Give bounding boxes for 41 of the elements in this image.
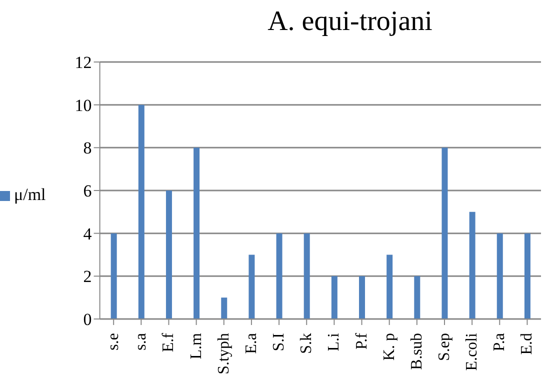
- bar: [138, 104, 144, 319]
- y-tick-label: 2: [83, 267, 92, 286]
- x-tick-label: L.m: [188, 332, 205, 360]
- bar: [221, 298, 228, 319]
- y-tick-label: 6: [83, 182, 92, 201]
- x-tick-label: E.f: [160, 332, 178, 352]
- y-tick-label: 4: [83, 224, 92, 244]
- bar: [414, 276, 420, 319]
- bar: [496, 233, 503, 319]
- x-tick-label: L.i: [326, 332, 343, 352]
- chart-title: A. equi-trojani: [266, 6, 434, 38]
- bar: [524, 233, 530, 319]
- y-tick-label: 0: [83, 310, 92, 330]
- x-tick-label: S.ep: [436, 333, 453, 361]
- bar: [276, 233, 282, 319]
- x-tick-label: E.d: [518, 333, 536, 355]
- bar: [359, 276, 366, 319]
- bar: [386, 254, 393, 319]
- bar: [166, 190, 172, 319]
- x-tick-label: B.sub: [408, 333, 426, 370]
- bar: [469, 212, 476, 319]
- x-tick-label: S.I: [270, 333, 288, 352]
- bar: [248, 254, 255, 319]
- x-tick-label: E.a: [242, 333, 260, 354]
- bar: [442, 148, 448, 319]
- y-tick-label: 8: [83, 138, 92, 158]
- bar: [194, 148, 200, 319]
- y-tick-label: 12: [74, 53, 92, 72]
- x-tick-label: P.a: [491, 333, 508, 352]
- x-tick-label: E.coli: [464, 332, 481, 371]
- x-tick-label: S.typh: [215, 333, 232, 374]
- x-tick-label: s.e: [105, 333, 122, 350]
- bar: [304, 233, 310, 319]
- x-tick-label: P.f: [353, 332, 370, 350]
- x-tick-label: S.k: [298, 333, 316, 354]
- bar: [331, 276, 338, 319]
- x-tick-label: s.a: [132, 333, 150, 350]
- legend-label: μ/ml: [14, 184, 46, 204]
- x-tick-label: K. p: [380, 333, 398, 361]
- bar: [110, 233, 117, 319]
- y-tick-label: 10: [74, 96, 92, 115]
